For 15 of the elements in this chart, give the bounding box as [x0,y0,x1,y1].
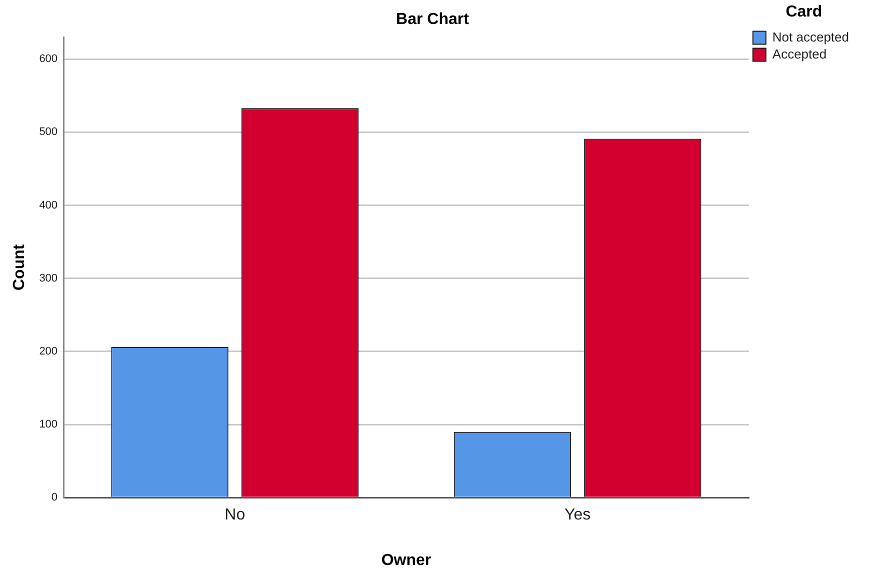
y-tick-label: 0 [51,492,58,504]
legend-label: Accepted [772,46,827,62]
y-tick-label: 200 [39,345,58,358]
legend-label: Not accepted [772,29,850,44]
y-tick-label: 600 [39,53,58,66]
chart-title: Bar Chart [396,11,470,28]
x-tick-label: Yes [564,506,591,524]
legend-title: Card [786,3,822,20]
y-tick-label: 100 [39,418,58,431]
y-tick-label: 300 [39,272,58,284]
y-axis-title: Count [11,244,28,290]
y-tick-label: 400 [39,199,58,212]
x-axis-title: Owner [381,552,432,569]
x-tick-label: No [224,506,246,524]
y-tick-label: 500 [39,126,58,138]
